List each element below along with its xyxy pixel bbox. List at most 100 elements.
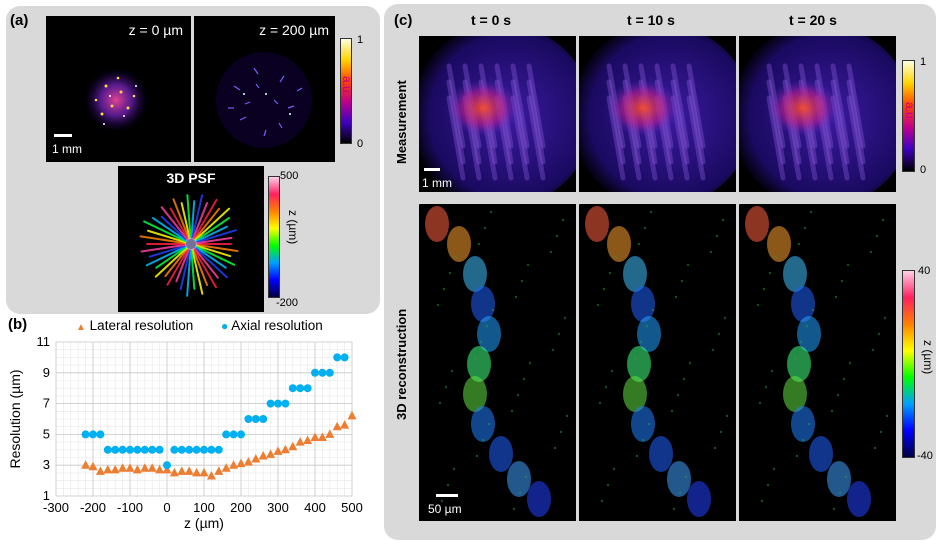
axial-resolution-point (303, 384, 312, 393)
reconstruction-speck (739, 204, 741, 206)
reconstruction-speck (807, 422, 811, 426)
measurement-streak (846, 63, 866, 149)
psf-ray (186, 194, 192, 240)
scale-bar-reconstruction (436, 494, 458, 497)
reconstruction-speck (760, 499, 764, 503)
reconstruction-speck (419, 204, 421, 206)
lateral-resolution-point (280, 444, 290, 454)
reconstruction-speck (579, 204, 581, 206)
colorbar-au-c (902, 60, 915, 172)
lateral-resolution-point (295, 437, 305, 446)
psf-ray (146, 229, 187, 244)
lateral-resolution-point (243, 457, 253, 466)
psf-ray (154, 247, 188, 278)
lateral-resolution-point (147, 463, 157, 472)
axial-resolution-point (170, 445, 179, 454)
triangle-marker-icon: ▲ (76, 322, 86, 333)
reconstruction-speck (682, 377, 686, 381)
reconstruction-speck (764, 385, 768, 389)
legend-lateral: ▲ Lateral resolution (76, 318, 193, 333)
reconstruction-blob (627, 346, 651, 382)
reconstruction-blob (585, 206, 609, 242)
reconstruction-speck (614, 255, 618, 259)
psf-ray (191, 194, 204, 240)
scale-bar-measurement (424, 168, 440, 171)
axial-resolution-point (266, 399, 275, 408)
reconstruction-blob (623, 256, 647, 292)
reconstruction-speck (879, 430, 883, 434)
reconstruction-speck (477, 242, 481, 246)
reconstruction-blob (745, 206, 769, 242)
lateral-resolution-point (169, 467, 179, 477)
reconstruction-blob (631, 286, 655, 322)
measurement-hotspot (447, 80, 519, 136)
axial-resolution-point (126, 445, 134, 454)
reconstruction-speck (442, 287, 446, 291)
reconstruction-blob (791, 286, 815, 322)
lateral-resolution-point (221, 463, 231, 472)
lateral-resolution-point (258, 450, 268, 460)
axial-resolution-point (89, 430, 97, 439)
colorbar-z-a-top-tick: 500 (280, 170, 299, 182)
lateral-resolution-point (103, 464, 113, 474)
colorbar-z-c-top-tick: 40 (918, 265, 931, 277)
scale-bar (54, 134, 72, 137)
axial-resolution-point (222, 430, 231, 439)
colorbar-c-top-tick: 1 (920, 56, 927, 68)
lateral-resolution-point (236, 458, 246, 468)
reconstruction-speck (834, 295, 838, 299)
axial-resolution-point (103, 445, 112, 454)
psf-ray (145, 245, 187, 267)
reconstruction-speck (711, 348, 715, 352)
reconstruction-speck (647, 422, 651, 426)
reconstruction-speck (444, 385, 448, 389)
reconstruction-speck (446, 483, 450, 487)
reconstruction-speck (877, 332, 881, 336)
psf-ray (194, 217, 231, 242)
measurement-streak (670, 63, 690, 149)
lateral-resolution-point (332, 421, 342, 431)
reconstruction-speck (514, 295, 518, 299)
reconstruction-blob (467, 346, 491, 382)
measurement-graphic (579, 36, 736, 192)
reconstruction-speck (770, 369, 774, 373)
reconstruction-speck (526, 263, 530, 267)
reconstruction-speck (510, 409, 514, 413)
lateral-resolution-point (118, 463, 128, 472)
axial-resolution-point (200, 445, 208, 454)
reconstruction-speck (520, 279, 524, 283)
lateral-resolution-point (251, 454, 261, 463)
reconstruction-speck (774, 255, 778, 259)
lateral-resolution-point (214, 466, 224, 475)
reconstruction-speck (678, 491, 682, 495)
reconstruction-speck (803, 226, 807, 230)
measurement-streak (686, 63, 706, 149)
reconstruction-speck (762, 287, 766, 291)
reconstruction-speck (672, 507, 676, 511)
chart-y-tick-label: 11 (37, 334, 51, 349)
reconstruction-speck (438, 401, 442, 405)
psf-ray (195, 225, 229, 243)
axial-resolution-point (118, 445, 127, 454)
reconstruction-speck (688, 361, 692, 365)
lateral-resolution-point (340, 420, 350, 429)
reconstruction-speck (885, 414, 889, 418)
reconstruction-speck (481, 438, 485, 442)
colorbar-z-a-title: z (µm) (286, 210, 300, 245)
reconstruction-blob (623, 376, 647, 412)
reconstruction-speck (832, 507, 836, 511)
psf-ray (160, 215, 188, 241)
reconstruction-blob (425, 206, 449, 242)
measurement-streak (830, 79, 850, 165)
reconstruction-speck (561, 218, 565, 222)
psf-ray (194, 246, 227, 269)
reconstruction-speck (756, 303, 760, 307)
psf-ray (195, 236, 233, 245)
axial-resolution-point (333, 353, 342, 362)
measurement-streak (526, 79, 546, 165)
reconstruction-speck (555, 234, 559, 238)
lateral-resolution-point (110, 464, 120, 474)
chart-y-tick-label: 3 (43, 457, 50, 472)
reconstruction-speck (797, 242, 801, 246)
measurement-streak (510, 79, 530, 165)
